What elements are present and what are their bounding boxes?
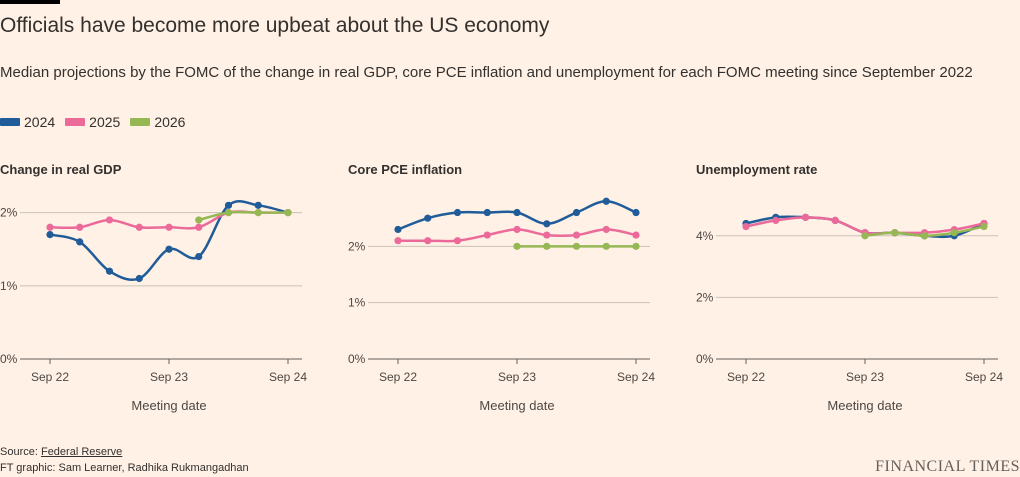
chart-title: Officials have become more upbeat about … bbox=[0, 14, 550, 37]
unemployment-x-axis-label: Meeting date bbox=[827, 398, 902, 413]
core-pce-point-2025-1 bbox=[424, 237, 432, 245]
gdp-point-2024-7 bbox=[254, 201, 262, 209]
gdp-xtick-label-2: Sep 24 bbox=[269, 370, 307, 384]
unemployment-point-2025-3 bbox=[831, 216, 839, 224]
core-pce-point-2026-0 bbox=[513, 242, 521, 250]
core-pce-point-2024-8 bbox=[632, 208, 640, 217]
core-pce-ytick-label-0: 0% bbox=[348, 352, 366, 366]
unemployment-xtick-label-2: Sep 24 bbox=[965, 370, 1003, 384]
footer-source: Source: Federal Reserve bbox=[0, 446, 122, 458]
core-pce-xtick-label-1: Sep 23 bbox=[498, 370, 536, 384]
gdp-point-2024-2 bbox=[105, 267, 114, 275]
gdp-xtick-label-0: Sep 22 bbox=[31, 370, 69, 384]
source-link[interactable]: Federal Reserve bbox=[40, 446, 123, 458]
gdp-point-2026-3 bbox=[284, 209, 292, 217]
core-pce-point-2025-7 bbox=[602, 225, 610, 234]
core-pce-point-2025-8 bbox=[632, 231, 640, 239]
core-pce-point-2025-0 bbox=[394, 237, 402, 245]
gdp-point-2024-3 bbox=[135, 274, 143, 283]
gdp-point-2026-1 bbox=[224, 209, 233, 217]
panel-title-gdp: Change in real GDP bbox=[0, 162, 122, 177]
core-pce-xtick-label-2: Sep 24 bbox=[617, 370, 655, 384]
panel-title-core-pce: Core PCE inflation bbox=[348, 162, 463, 177]
gdp-point-2026-2 bbox=[254, 209, 262, 217]
core-pce-point-2024-0 bbox=[394, 225, 402, 234]
unemployment-point-2026-4 bbox=[980, 222, 988, 231]
core-pce-point-2024-1 bbox=[424, 214, 432, 222]
gdp-ytick-label-1: 1% bbox=[0, 279, 18, 293]
gdp-point-2024-5 bbox=[195, 252, 203, 261]
core-pce-point-2025-4 bbox=[513, 225, 521, 234]
gdp-point-2025-3 bbox=[135, 223, 143, 231]
top-accent-bar bbox=[0, 0, 60, 4]
core-pce-point-2024-4 bbox=[513, 208, 521, 217]
footer-credit: FT graphic: Sam Learner, Radhika Rukmang… bbox=[0, 462, 249, 474]
chart-subtitle: Median projections by the FOMC of the ch… bbox=[0, 64, 973, 81]
legend-label-2026: 2026 bbox=[154, 114, 186, 130]
unemployment-point-2026-2 bbox=[920, 232, 929, 240]
gdp-point-2025-2 bbox=[105, 216, 114, 224]
unemployment-ytick-label-2: 4% bbox=[696, 229, 714, 243]
core-pce-point-2024-5 bbox=[543, 220, 551, 228]
unemployment-point-2025-0 bbox=[742, 222, 750, 231]
legend-item-2025: 2025 bbox=[65, 114, 120, 130]
legend-label-2024: 2024 bbox=[24, 114, 56, 130]
legend-item-2026: 2026 bbox=[130, 114, 185, 130]
core-pce-point-2025-6 bbox=[572, 231, 581, 239]
core-pce-point-2024-3 bbox=[483, 208, 491, 217]
core-pce-point-2026-2 bbox=[572, 242, 581, 250]
core-pce-x-axis-label: Meeting date bbox=[479, 398, 554, 413]
gdp-point-2024-6 bbox=[224, 201, 233, 209]
gdp-ytick-label-0: 0% bbox=[0, 352, 18, 366]
core-pce-point-2026-4 bbox=[632, 242, 640, 250]
core-pce-ytick-label-2: 2% bbox=[348, 239, 366, 253]
unemployment-point-2026-0 bbox=[861, 232, 869, 240]
core-pce-point-2025-2 bbox=[453, 237, 462, 245]
core-pce-xtick-label-0: Sep 22 bbox=[379, 370, 417, 384]
core-pce-point-2025-5 bbox=[543, 231, 551, 239]
gdp-xtick-label-1: Sep 23 bbox=[150, 370, 188, 384]
legend-swatch-2025 bbox=[65, 118, 86, 126]
legend-label-2025: 2025 bbox=[89, 114, 121, 130]
panel-title-unemployment: Unemployment rate bbox=[696, 162, 818, 177]
unemployment-xtick-label-0: Sep 22 bbox=[727, 370, 765, 384]
unemployment-point-2025-2 bbox=[801, 213, 810, 221]
gdp-point-2024-1 bbox=[76, 238, 84, 246]
legend-swatch-2024 bbox=[0, 118, 20, 126]
core-pce-point-2024-2 bbox=[453, 208, 462, 217]
core-pce-point-2026-1 bbox=[543, 242, 551, 250]
gdp-point-2024-4 bbox=[165, 245, 173, 253]
gdp-point-2025-1 bbox=[76, 223, 84, 231]
core-pce-point-2024-7 bbox=[602, 197, 610, 205]
unemployment-point-2026-3 bbox=[950, 229, 958, 237]
gdp-x-axis-label: Meeting date bbox=[131, 398, 206, 413]
core-pce-point-2024-6 bbox=[572, 208, 581, 217]
legend: 2024 2025 2026 bbox=[0, 114, 185, 130]
unemployment-point-2026-1 bbox=[891, 229, 899, 237]
core-pce-ytick-label-1: 1% bbox=[348, 296, 366, 310]
gdp-ytick-label-2: 2% bbox=[0, 206, 18, 220]
gdp-point-2025-4 bbox=[165, 223, 173, 231]
gdp-series-line-2026 bbox=[197, 210, 290, 222]
gdp-point-2025-5 bbox=[195, 223, 203, 231]
gdp-point-2026-0 bbox=[195, 216, 203, 224]
unemployment-ytick-label-0: 0% bbox=[696, 352, 714, 366]
source-prefix: Source: bbox=[0, 446, 41, 458]
core-pce-point-2025-3 bbox=[483, 231, 491, 239]
ft-logo: FINANCIAL TIMES bbox=[875, 458, 1020, 475]
core-pce-point-2026-3 bbox=[602, 242, 610, 250]
legend-item-2024: 2024 bbox=[0, 114, 55, 130]
unemployment-xtick-label-1: Sep 23 bbox=[846, 370, 884, 384]
unemployment-ytick-label-1: 2% bbox=[696, 290, 714, 304]
gdp-point-2024-0 bbox=[46, 230, 54, 239]
gdp-point-2025-0 bbox=[46, 223, 54, 231]
legend-swatch-2026 bbox=[130, 118, 151, 126]
unemployment-point-2025-1 bbox=[772, 216, 780, 224]
